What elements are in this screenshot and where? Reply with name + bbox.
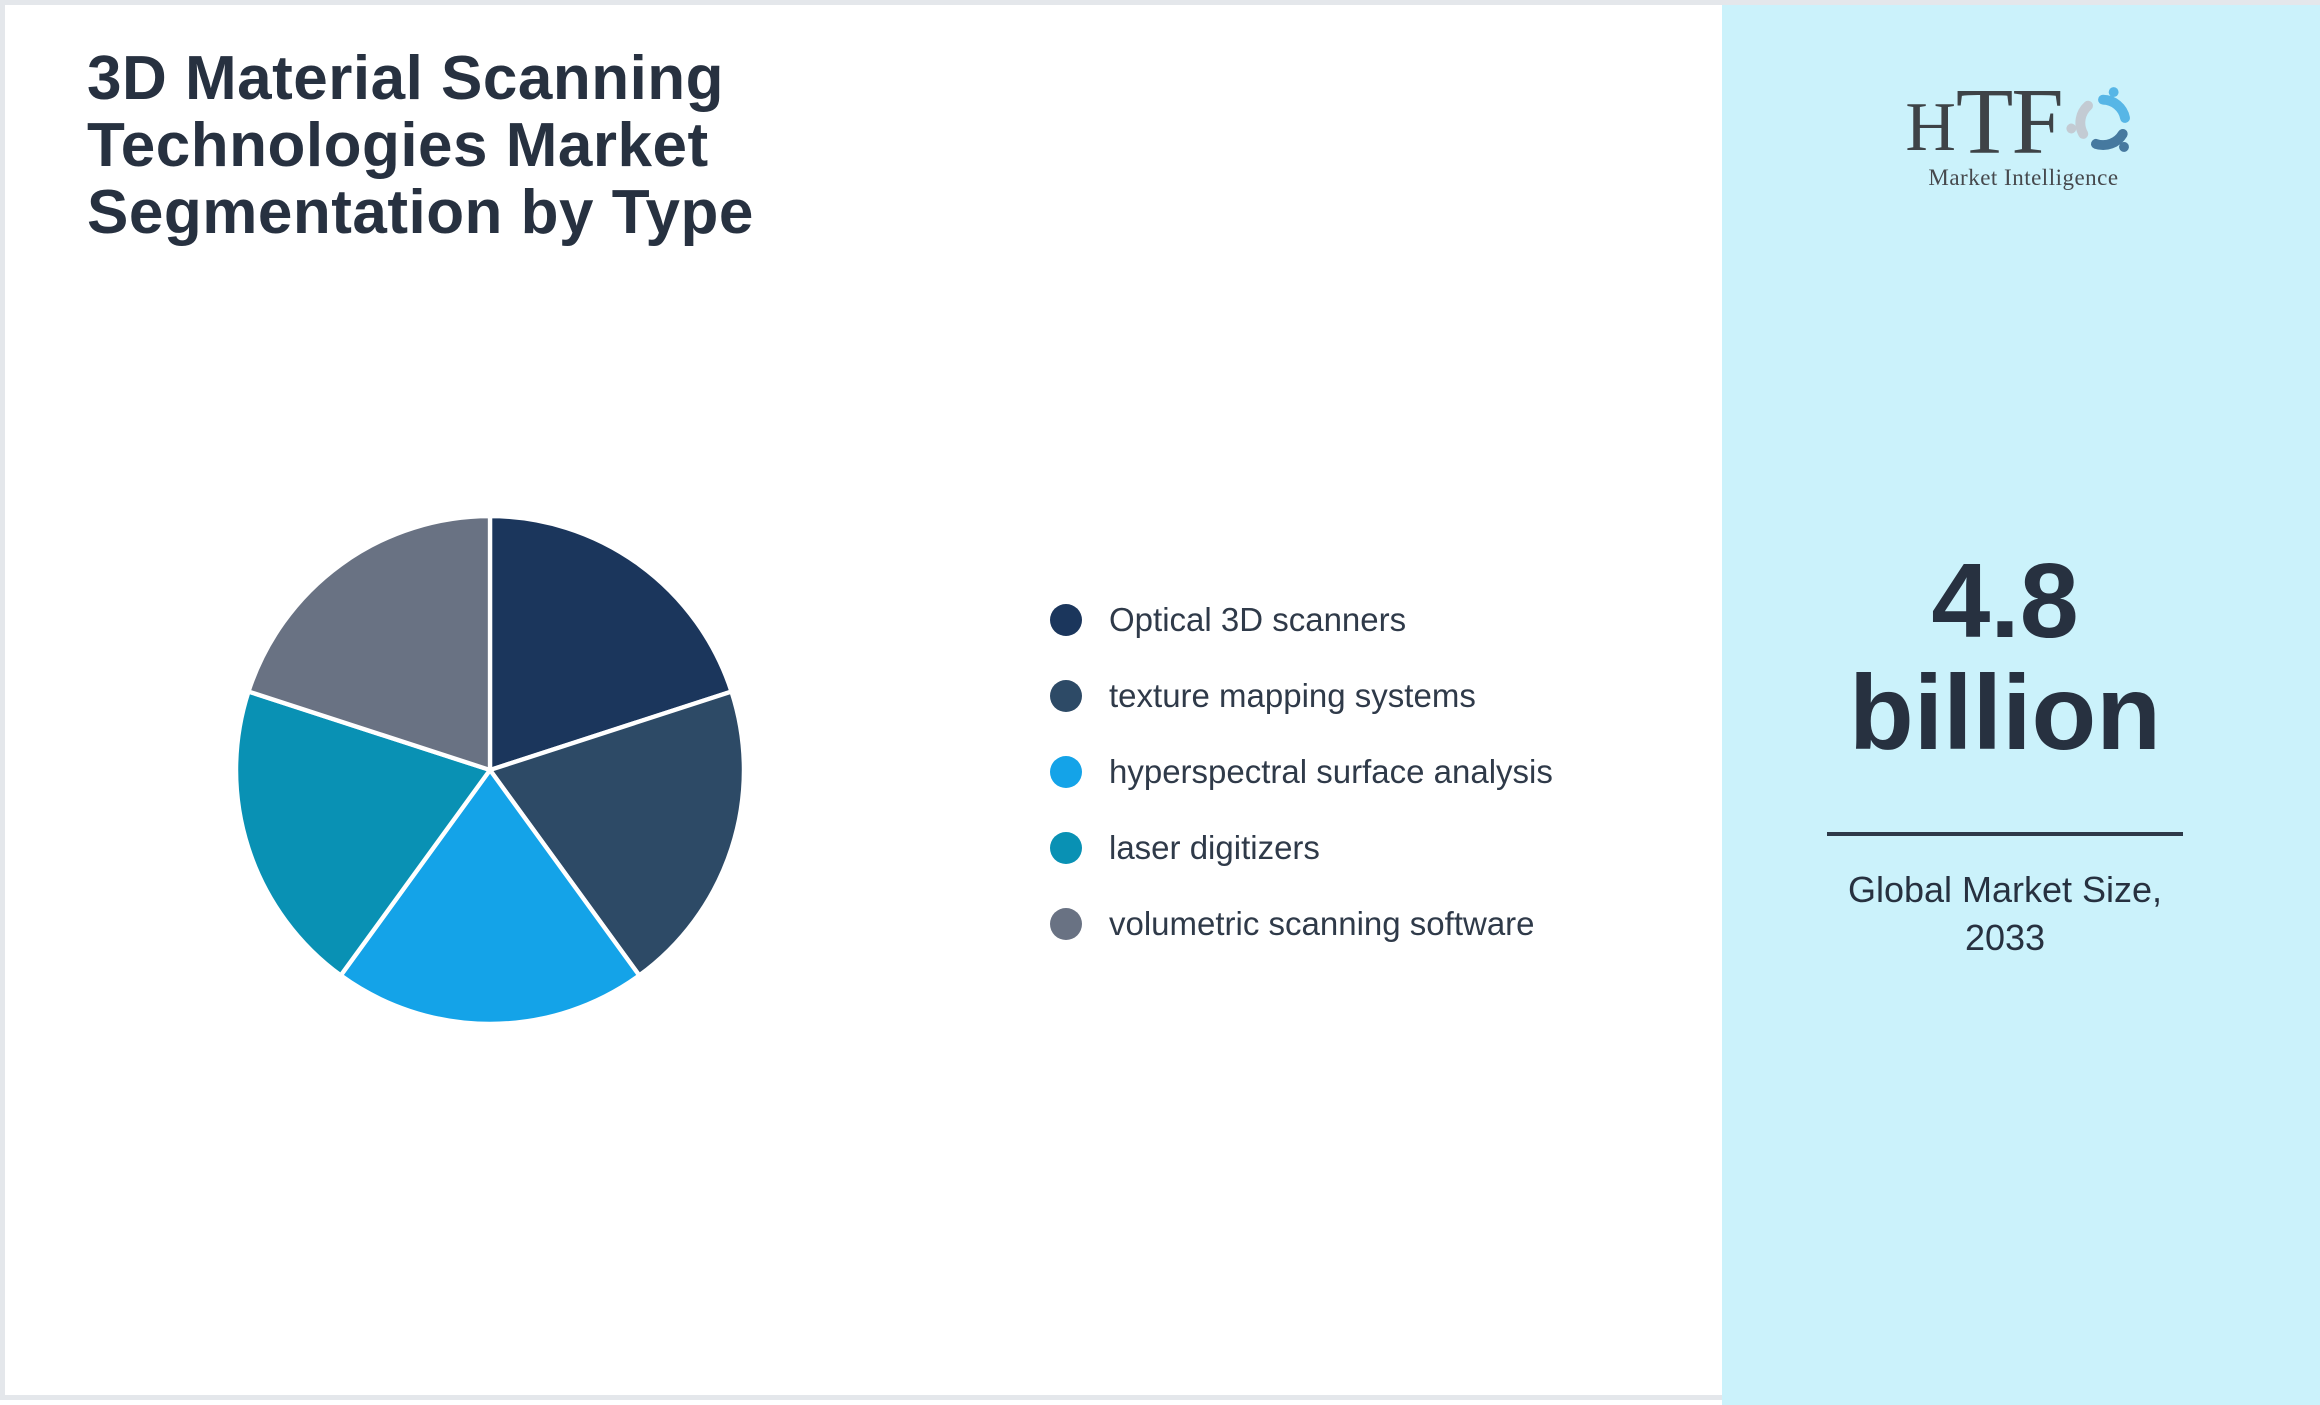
htf-logo: H TF Market Intel xyxy=(1722,69,2320,191)
market-size-caption-line-2: 2033 xyxy=(1964,917,2046,958)
page-title-line-1: 3D Material Scanning xyxy=(87,44,725,113)
page-title: 3D Material Scanning Technologies Market… xyxy=(87,45,754,246)
pie-slice-2 xyxy=(338,767,642,1027)
htf-logo-letters-tf: TF xyxy=(1955,69,2064,174)
legend-item-label: Optical 3D scanners xyxy=(1109,601,1407,638)
legend-item-optical-3d-scanners: Optical 3D scanners xyxy=(1050,601,1553,638)
htf-logo-letter-h: H xyxy=(1905,88,1956,166)
legend-item-laser-digitizers: laser digitizers xyxy=(1050,829,1553,866)
legend-swatch-icon xyxy=(1050,604,1082,636)
legend-item-hyperspectral-surface-analysis: hyperspectral surface analysis xyxy=(1050,753,1553,790)
sidebar: H TF Market Intel xyxy=(1722,5,2320,1405)
market-size-value-line-1: 4.8 xyxy=(1931,542,2079,660)
legend-swatch-icon xyxy=(1050,680,1082,712)
legend-item-label: texture mapping systems xyxy=(1109,677,1476,714)
htf-logo-subtitle: Market Intelligence xyxy=(1928,165,2119,190)
htf-swirl-icon xyxy=(2066,87,2130,152)
market-size-value-line-2: billion xyxy=(1848,654,2162,772)
market-size-caption: Global Market Size, 2033 xyxy=(1722,866,2288,962)
legend-item-label: laser digitizers xyxy=(1109,829,1320,866)
pie-slice-4 xyxy=(246,513,493,773)
legend-swatch-icon xyxy=(1050,908,1082,940)
market-size-caption-line-1: Global Market Size, xyxy=(1847,869,2163,910)
legend-item-texture-mapping-systems: texture mapping systems xyxy=(1050,677,1553,714)
pie-chart-svg xyxy=(233,513,747,1027)
legend-item-volumetric-scanning-software: volumetric scanning software xyxy=(1050,905,1553,942)
legend-swatch-icon xyxy=(1050,832,1082,864)
pie-slice-3 xyxy=(233,689,493,978)
pie-chart xyxy=(230,510,750,1030)
legend-swatch-icon xyxy=(1050,756,1082,788)
chart-legend: Optical 3D scanners texture mapping syst… xyxy=(1050,601,1553,984)
divider-line xyxy=(1827,832,2183,836)
pie-slice-1 xyxy=(487,689,747,978)
htf-logo-row: H TF xyxy=(1905,69,2141,174)
page-title-line-2: Technologies Market xyxy=(87,111,709,180)
legend-item-label: hyperspectral surface analysis xyxy=(1109,753,1553,790)
pie-slice-0 xyxy=(487,513,734,773)
market-size-value: 4.8 billion xyxy=(1722,545,2288,769)
page-title-line-3: Segmentation by Type xyxy=(87,178,754,247)
legend-item-label: volumetric scanning software xyxy=(1109,905,1535,942)
